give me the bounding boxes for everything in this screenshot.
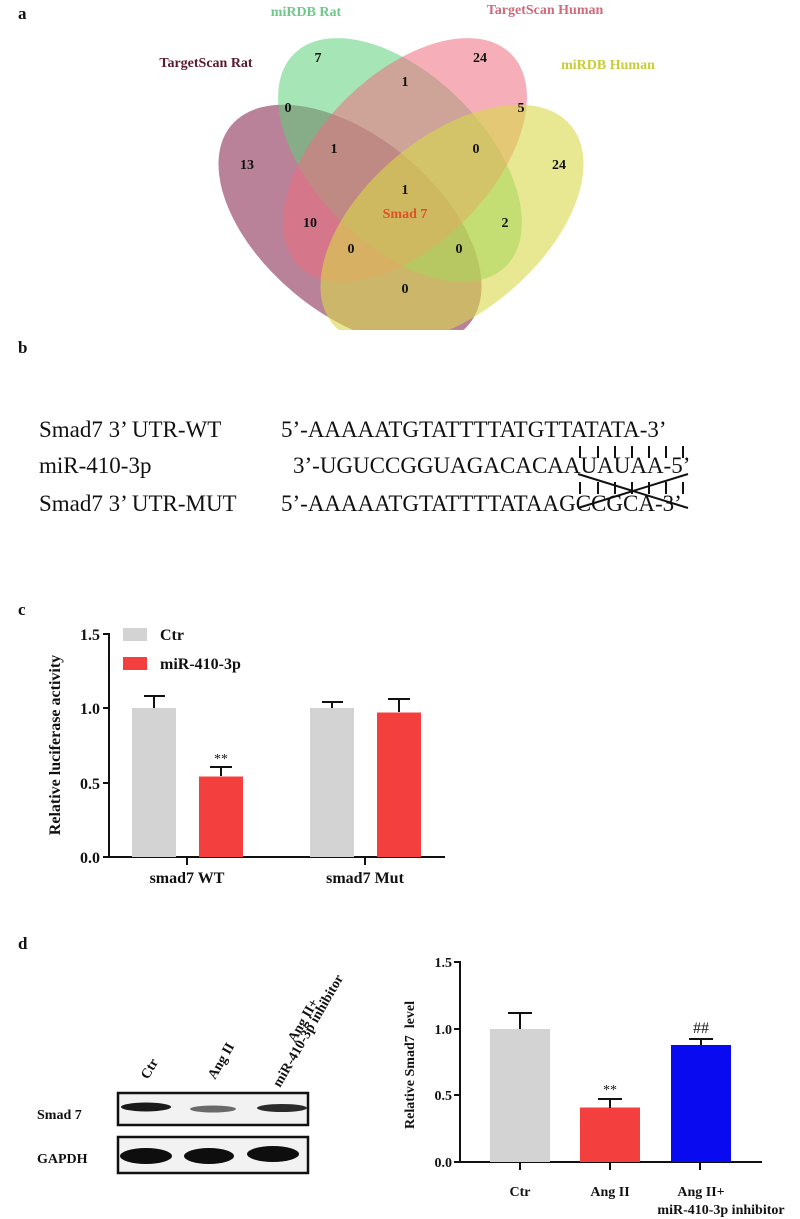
venn-count: 24 xyxy=(473,51,487,66)
y-axis-label: Relative Smad7 level xyxy=(403,1001,418,1129)
bar-wt-ctr xyxy=(132,708,176,857)
luciferase-chart: 1.5 1.0 0.5 0.0 Relative luciferase acti… xyxy=(47,627,445,887)
bar-mut-mir xyxy=(377,712,421,857)
band xyxy=(120,1148,172,1164)
lane-label: Ctr xyxy=(138,1056,161,1082)
x-tick: miR-410-3p inhibitor xyxy=(657,1203,784,1218)
venn-count: 0 xyxy=(285,101,292,116)
y-tick: 1.0 xyxy=(80,701,100,718)
venn-ellipses xyxy=(218,38,584,330)
alignment-seq-mir: 3’-UGUCCGGUAGACACAAUAUAA-5’ xyxy=(293,453,691,478)
legend-swatch-ctr xyxy=(123,628,147,641)
venn-count: 0 xyxy=(456,242,463,257)
y-tick: 1.5 xyxy=(80,627,100,644)
significance-mark: ** xyxy=(214,752,228,767)
venn-count: 1 xyxy=(331,142,338,157)
cross-line xyxy=(577,473,689,509)
smad7-level-chart: 1.5 1.0 0.5 0.0 Relative Smad7 level ** … xyxy=(403,956,785,1218)
venn-count: 1 xyxy=(402,183,409,198)
alignment-seq-wt: 5’-AAAAATGTATTTTATGTTATATA-3’ xyxy=(281,417,667,442)
venn-count: 0 xyxy=(348,242,355,257)
band xyxy=(184,1148,234,1164)
bar-ang-ii-inhibitor xyxy=(671,1045,731,1162)
x-tick: Ang II+ xyxy=(677,1185,724,1200)
y-tick: 0.5 xyxy=(435,1089,453,1104)
lane-label: Ang II xyxy=(205,1040,238,1082)
venn-label-targetscan-rat: TargetScan Rat xyxy=(159,56,253,71)
alignment-label-mir: miR-410-3p xyxy=(39,453,152,478)
venn-count: 1 xyxy=(402,75,409,90)
legend-swatch-mir xyxy=(123,657,147,670)
bar-wt-mir xyxy=(199,776,243,857)
y-tick: 0.5 xyxy=(80,776,100,793)
x-tick: smad7 WT xyxy=(150,870,225,887)
y-tick: 1.5 xyxy=(435,956,453,971)
bands xyxy=(120,1102,307,1164)
venn-label-targetscan-human: TargetScan Human xyxy=(487,3,604,18)
x-tick: smad7 Mut xyxy=(326,870,404,887)
legend-label-ctr: Ctr xyxy=(160,627,184,644)
panel-c-letter: c xyxy=(18,600,26,619)
band xyxy=(257,1104,307,1112)
significance-mark: ## xyxy=(693,1020,709,1037)
venn-label-mirdb-human: miRDB Human xyxy=(561,58,655,73)
venn-count: 5 xyxy=(518,101,525,116)
alignment-label-wt: Smad7 3’ UTR-WT xyxy=(39,417,222,442)
alignment-seq-mut: 5’-AAAAATGTATTTTATAAGCCGCA-3’ xyxy=(281,491,682,516)
blot-row-label: GAPDH xyxy=(37,1152,88,1167)
venn-diagram: miRDB Rat TargetScan Human TargetScan Ra… xyxy=(159,3,655,330)
venn-count: 2 xyxy=(502,216,509,231)
venn-count: 13 xyxy=(240,158,254,173)
band xyxy=(121,1102,171,1112)
lane-label: miR-410-3p inhibitor xyxy=(270,972,347,1090)
band xyxy=(247,1146,299,1162)
y-tick: 0.0 xyxy=(435,1156,453,1171)
panel-b-letter: b xyxy=(18,338,28,357)
alignment-label-mut: Smad7 3’ UTR-MUT xyxy=(39,491,237,516)
significance-mark: ** xyxy=(603,1083,617,1098)
venn-count: 10 xyxy=(303,216,317,231)
venn-count: 24 xyxy=(552,158,566,173)
bar-ang-ii xyxy=(580,1107,640,1162)
x-tick: Ctr xyxy=(510,1185,531,1200)
band xyxy=(190,1105,236,1113)
panel-d-letter: d xyxy=(18,934,28,953)
base-pairing-lines xyxy=(577,446,689,509)
venn-count: 0 xyxy=(473,142,480,157)
blot-row-label: Smad 7 xyxy=(37,1108,82,1123)
venn-center-label: Smad 7 xyxy=(383,207,428,222)
panel-a-letter: a xyxy=(18,4,27,23)
y-tick: 1.0 xyxy=(435,1023,453,1038)
western-blot: Ctr Ang II Ang II+ miR-410-3p inhibitor … xyxy=(37,972,347,1175)
legend-label-mir: miR-410-3p xyxy=(160,656,241,673)
x-tick: Ang II xyxy=(590,1185,629,1200)
bar-ctr xyxy=(490,1029,550,1162)
bar-mut-ctr xyxy=(310,708,354,857)
venn-count: 7 xyxy=(315,51,322,66)
venn-count: 0 xyxy=(402,282,409,297)
venn-set-mirdb-human xyxy=(320,104,584,330)
y-axis-label: Relative luciferase activity xyxy=(47,655,64,835)
venn-label-mirdb-rat: miRDB Rat xyxy=(271,5,342,20)
y-tick: 0.0 xyxy=(80,850,100,867)
